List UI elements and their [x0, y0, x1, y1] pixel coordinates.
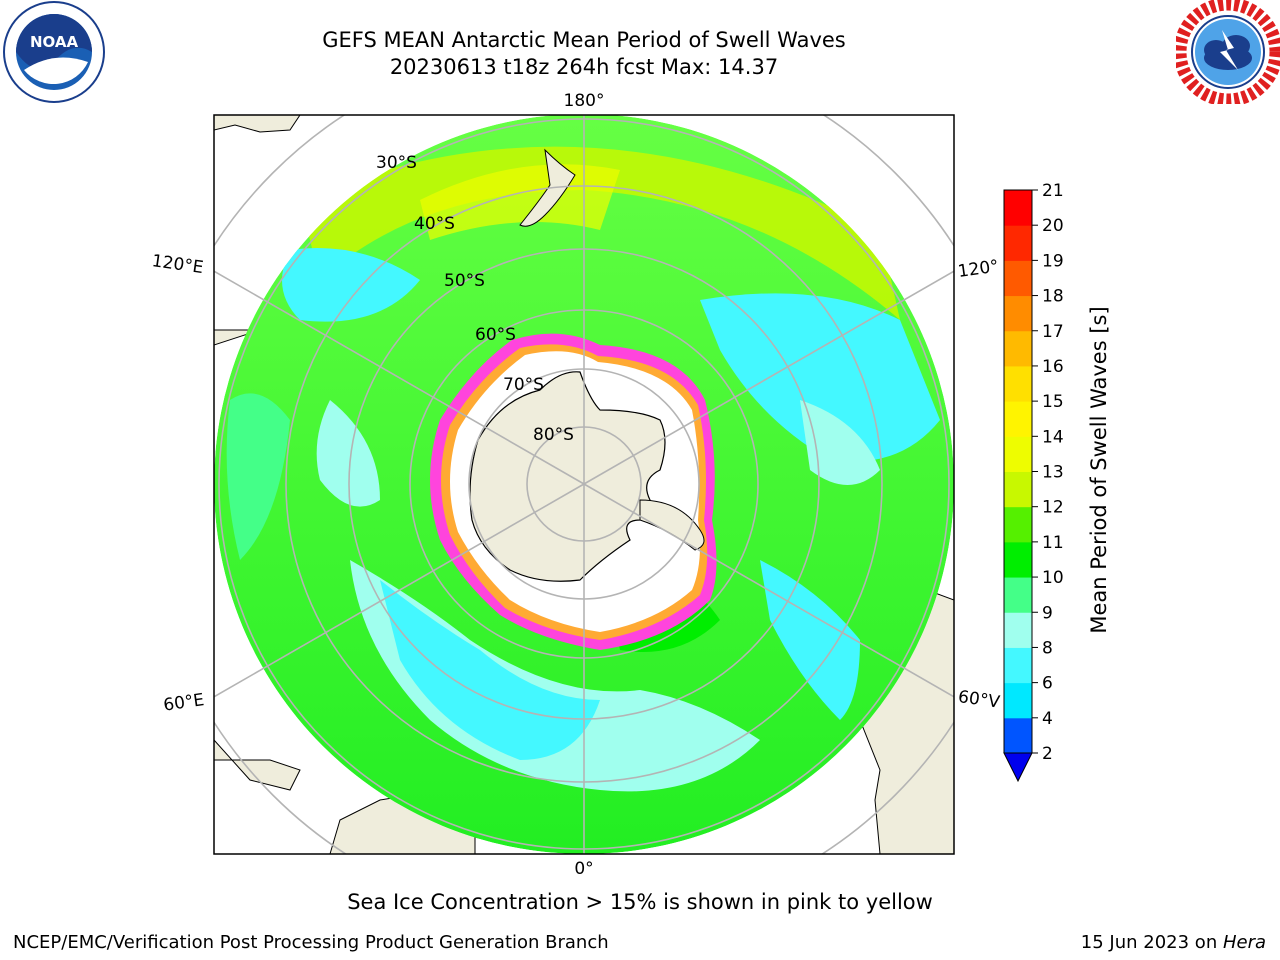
footer-date: 15 Jun 2023 on Hera — [1081, 932, 1266, 953]
lon-label-120w: 120° — [957, 256, 1000, 282]
footer-host: Hera — [1222, 932, 1266, 953]
footer-date-text: 15 Jun 2023 on — [1080, 932, 1223, 953]
lat-label-50s: 50°S — [444, 271, 485, 291]
colorbar-segment — [1004, 612, 1032, 648]
colorbar-segment — [1004, 436, 1032, 472]
colorbar-label: Mean Period of Swell Waves [s] — [1087, 306, 1111, 633]
colorbar-segment — [1004, 190, 1032, 226]
colorbar-segment — [1004, 506, 1032, 543]
colorbar-tick-label: 6 — [1042, 674, 1053, 694]
colorbar-tick-label: 19 — [1042, 251, 1064, 271]
colorbar-tick-label: 21 — [1042, 181, 1064, 201]
chart-title: GEFS MEAN Antarctic Mean Period of Swell… — [322, 28, 846, 52]
lat-label-30s: 30°S — [376, 153, 417, 173]
lat-label-70s: 70°S — [503, 375, 544, 395]
colorbar-segment — [1004, 260, 1032, 297]
graticule — [214, 115, 954, 854]
colorbar-segment — [1004, 225, 1032, 261]
colorbar-segment — [1004, 541, 1032, 578]
lon-label-60e: 60°E — [162, 690, 205, 715]
map-frame — [213, 114, 955, 855]
colorbar-segment — [1004, 682, 1032, 719]
colorbar-tick-label: 9 — [1042, 603, 1053, 623]
colorbar-tick-label: 16 — [1042, 357, 1064, 377]
colorbar-tick-label: 13 — [1042, 463, 1064, 483]
footer-credit: NCEP/EMC/Verification Post Processing Pr… — [13, 932, 609, 953]
lat-label-80s: 80°S — [533, 425, 574, 445]
nws-logo-icon — [1176, 0, 1280, 104]
colorbar-tick-label: 4 — [1042, 709, 1053, 729]
colorbar-tick-label: 14 — [1042, 427, 1064, 447]
lat-label-40s: 40°S — [414, 214, 455, 234]
colorbar-tick-label: 10 — [1042, 568, 1064, 588]
colorbar-tick-label: 8 — [1042, 638, 1053, 658]
colorbar: 2 4 6 8 9 10 11 12 13 14 15 16 17 18 19 20 21 — [1003, 181, 1064, 783]
colorbar-tick-label: 2 — [1042, 744, 1053, 764]
colorbar-tick-label: 11 — [1042, 533, 1064, 553]
sea-ice-caption: Sea Ice Concentration > 15% is shown in … — [347, 890, 933, 914]
chart-subtitle: 20230613 t18z 264h fcst Max: 14.37 — [389, 55, 779, 79]
lon-label-60w: 60°V — [957, 687, 1002, 713]
noaa-logo-text: NOAA — [30, 33, 79, 51]
colorbar-tick-label: 20 — [1042, 216, 1064, 236]
colorbar-segment — [1004, 717, 1032, 754]
colorbar-segment — [1004, 577, 1032, 613]
colorbar-segment — [1004, 647, 1032, 684]
colorbar-segment — [1004, 365, 1032, 402]
lon-label-0: 0° — [574, 859, 593, 879]
colorbar-tick-label: 18 — [1042, 287, 1064, 307]
colorbar-tick-label: 15 — [1042, 392, 1064, 412]
colorbar-segment — [1004, 401, 1032, 437]
lon-label-120e: 120°E — [151, 251, 205, 278]
colorbar-tick-label: 12 — [1042, 498, 1064, 518]
lat-label-60s: 60°S — [475, 325, 516, 345]
colorbar-segment — [1004, 471, 1032, 508]
antarctica — [430, 333, 717, 650]
colorbar-tick-label: 17 — [1042, 322, 1064, 342]
colorbar-segment — [1004, 295, 1032, 332]
new-zealand — [519, 148, 576, 227]
colorbar-extend-arrow — [1003, 752, 1033, 783]
lon-label-180: 180° — [564, 91, 605, 111]
noaa-logo-icon: NOAA — [3, 1, 105, 103]
colorbar-segment — [1004, 330, 1032, 367]
